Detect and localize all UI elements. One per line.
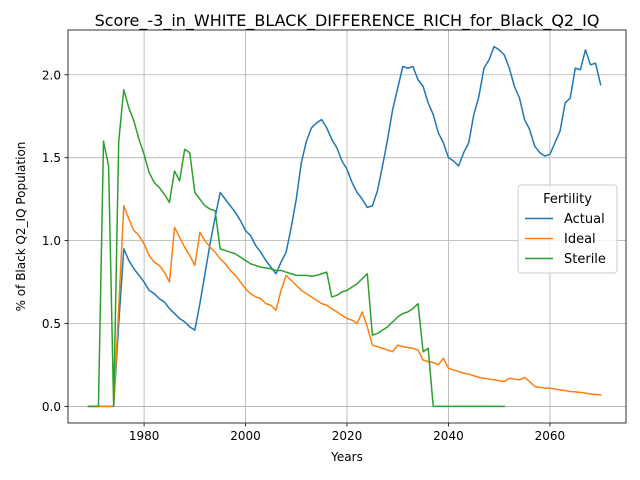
legend-item-sterile: Sterile xyxy=(525,252,606,267)
series-line-sterile xyxy=(87,88,505,408)
y-axis-label: % of Black Q2_IQ Population xyxy=(14,142,28,312)
y-tick-label: 1.0 xyxy=(42,234,61,248)
x-tick-label: 2020 xyxy=(332,429,363,443)
legend-item-actual: Actual xyxy=(525,212,605,227)
x-axis-label: Years xyxy=(330,450,363,464)
legend-label: Ideal xyxy=(564,232,596,247)
legend-label: Actual xyxy=(564,212,605,227)
legend-items: Actual Ideal Sterile xyxy=(525,212,606,267)
legend-item-ideal: Ideal xyxy=(525,232,596,247)
series-line-actual xyxy=(87,45,602,408)
chart-title: Score_-3_in_WHITE_BLACK_DIFFERENCE_RICH_… xyxy=(95,11,600,31)
x-tick-label: 2060 xyxy=(535,429,566,443)
x-tick-label: 2040 xyxy=(433,429,464,443)
y-axis: 0.0 0.5 1.0 1.5 2.0 xyxy=(42,68,68,414)
y-tick-label: 0.0 xyxy=(42,400,61,414)
legend-frame xyxy=(517,184,618,274)
legend: Fertility Actual Ideal Sterile xyxy=(517,184,618,274)
x-tick-label: 1980 xyxy=(129,429,160,443)
x-tick-label: 2000 xyxy=(230,429,261,443)
x-axis: 1980 2000 2020 2040 2060 xyxy=(129,423,565,443)
series-lines xyxy=(87,45,602,408)
y-tick-label: 0.5 xyxy=(42,317,61,331)
y-tick-label: 1.5 xyxy=(42,151,61,165)
y-tick-label: 2.0 xyxy=(42,68,61,82)
legend-label: Sterile xyxy=(564,252,606,267)
series-line-ideal xyxy=(87,205,602,408)
legend-title: Fertility xyxy=(543,192,592,207)
